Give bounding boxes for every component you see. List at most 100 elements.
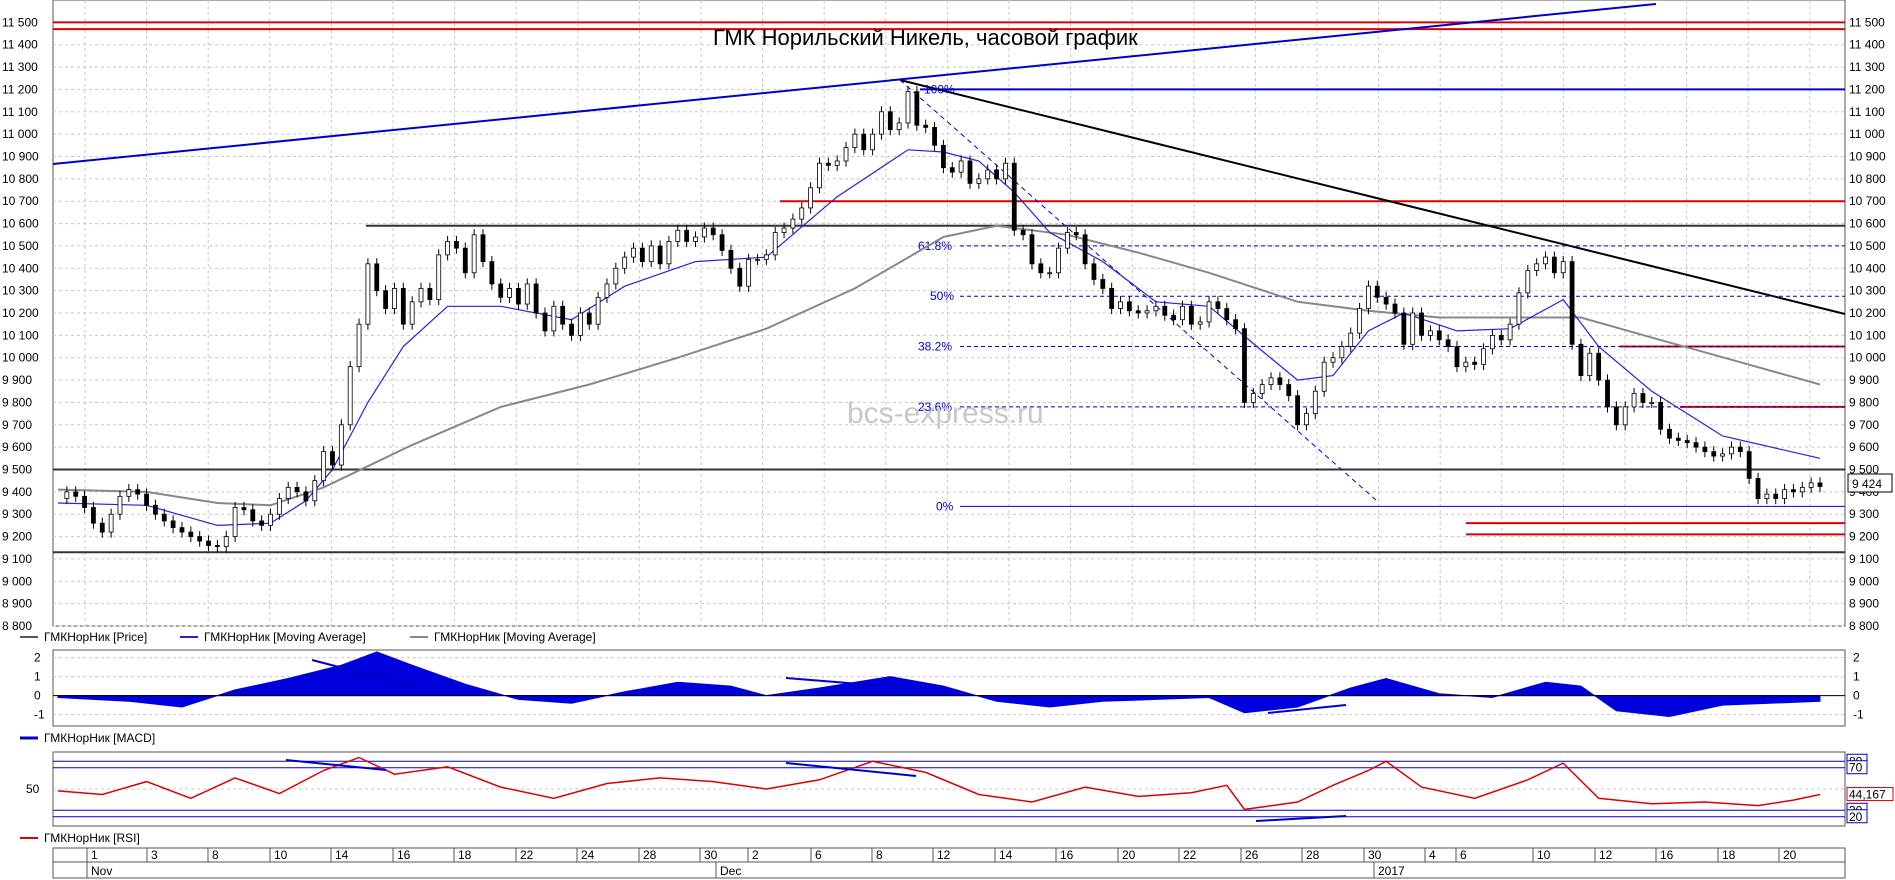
price-candle-body — [755, 258, 760, 261]
price-candle-body — [108, 513, 114, 533]
price-candle-body — [684, 229, 690, 242]
x-axis-day-label: 16 — [1060, 848, 1074, 862]
price-candle-body — [1135, 310, 1141, 314]
price-y-tick-left: 9 900 — [2, 373, 32, 387]
price-candle-body — [569, 323, 574, 336]
price-y-tick-left: 11 200 — [2, 82, 38, 96]
price-candle-body — [1357, 308, 1362, 334]
price-candle-body — [578, 312, 583, 336]
price-candle-body — [1693, 442, 1699, 448]
rsi-divergence-lines — [285, 759, 1347, 822]
price-candle-body — [1596, 352, 1602, 381]
price-y-tick-right: 8 900 — [1849, 597, 1879, 611]
price-y-tick-left: 11 500 — [2, 15, 38, 29]
price-candle-body — [1082, 234, 1088, 265]
price-candle-body — [170, 520, 176, 529]
price-candle-body — [418, 288, 424, 303]
price-candle-body — [427, 288, 433, 300]
price-candle-body — [1436, 330, 1442, 341]
price-candle-body — [586, 312, 592, 325]
price-legend: ГМКНорНик [Price] ГМКНорНик [Moving Avera… — [20, 630, 596, 644]
price-candle-body — [560, 305, 566, 325]
price-candle-body — [1118, 301, 1123, 309]
price-candle-body — [808, 187, 814, 209]
price-candle-body — [976, 178, 982, 184]
price-candle-body — [825, 162, 831, 166]
price-candle-body — [622, 256, 628, 269]
price-y-tick-left: 11 100 — [2, 105, 38, 119]
macd-panel: 2 2 1 1 0 0 -1 -1 ГМКНорНик [MACD] — [20, 649, 1864, 745]
price-candle-body — [1631, 393, 1637, 408]
x-axis-day-label: 30 — [704, 848, 718, 862]
price-y-tick-right: 10 000 — [1849, 351, 1886, 365]
price-candle-body — [1799, 486, 1805, 493]
x-axis-day-label: 6 — [815, 848, 822, 862]
price-candle-body — [879, 111, 884, 135]
macd-y-axis: 2 2 1 1 0 0 -1 -1 — [34, 651, 1864, 722]
price-candle-body — [1162, 305, 1168, 316]
price-candle-body — [1383, 296, 1389, 305]
price-candle-body — [1543, 256, 1548, 265]
price-candle-body — [1737, 446, 1743, 453]
price-candle-body — [1463, 361, 1469, 368]
price-candle-body — [144, 493, 149, 506]
macd-legend-entry: ГМКНорНик [MACD] — [44, 731, 155, 745]
price-candle-body — [1064, 232, 1070, 249]
price-candle-body — [1419, 312, 1424, 336]
x-axis-day-label: 12 — [1599, 848, 1613, 862]
price-candle-body — [613, 267, 619, 285]
price-candle-body — [896, 122, 902, 131]
fib-level-label: 0% — [936, 499, 954, 513]
trendlines — [52, 3, 1846, 501]
x-axis-day-label: 12 — [937, 848, 951, 862]
price-candle-body — [1224, 308, 1230, 321]
price-y-tick-left: 10 000 — [2, 351, 39, 365]
price-candle-body — [179, 527, 185, 533]
price-candle-body — [1605, 379, 1610, 408]
price-candle-body — [91, 507, 96, 524]
x-axis-day-label: 4 — [1429, 848, 1436, 862]
price-candle-body — [1481, 348, 1486, 365]
price-candle-body — [285, 486, 291, 499]
price-candle-body — [843, 147, 849, 162]
price-candle-body — [870, 133, 875, 151]
price-candle-body — [1126, 301, 1132, 312]
price-candle-body — [1658, 402, 1664, 430]
x-axis-day-label: 10 — [274, 848, 288, 862]
price-candle-body — [241, 507, 247, 511]
price-y-tick-right: 11 400 — [1849, 38, 1885, 52]
x-axis-day-label: 22 — [1183, 848, 1197, 862]
price-candle-body — [1401, 312, 1407, 345]
price-candle-body — [1746, 451, 1752, 479]
price-y-tick-left: 9 300 — [2, 507, 32, 521]
macd-legend: ГМКНорНик [MACD] — [20, 731, 155, 745]
x-axis-day-label: 26 — [1245, 848, 1259, 862]
price-candle-body — [1764, 493, 1770, 499]
price-candle-body — [1534, 263, 1540, 271]
x-axis-month-label: 2017 — [1378, 864, 1405, 878]
price-legend-entry: ГМКНорНик [Moving Average] — [204, 630, 366, 644]
price-candle-body — [958, 160, 964, 173]
x-axis-day-label: 14 — [999, 848, 1013, 862]
price-y-tick-right: 9 000 — [1849, 574, 1879, 588]
price-candle-body — [1339, 346, 1345, 359]
price-candle-body — [1720, 453, 1726, 457]
rsi-right-label-box — [1846, 787, 1894, 802]
rsi-y-tick-left: 50 — [26, 782, 40, 796]
price-candle-body — [1304, 413, 1309, 426]
fibonacci-levels: 100% 61.8% 50% 38.2% 23.6% 0% — [918, 82, 1845, 513]
price-candle-body — [1729, 446, 1734, 455]
price-y-tick-left: 10 900 — [2, 150, 39, 164]
price-candle-body — [595, 296, 601, 325]
price-y-tick-right: 10 900 — [1849, 150, 1886, 164]
price-candle-body — [949, 167, 955, 173]
price-y-tick-right: 9 600 — [1849, 440, 1879, 454]
price-candle-body — [356, 323, 362, 368]
price-y-tick-left: 9 700 — [2, 418, 32, 432]
rsi-right-label: 70 — [1849, 761, 1863, 775]
price-candle-body — [1392, 303, 1398, 314]
x-axis-day-label: 22 — [520, 848, 534, 862]
price-panel: 8 800 8 800 8 900 8 900 9 000 9 000 9 100 9 100… — [2, 0, 1893, 644]
price-candle-body — [1312, 390, 1318, 415]
price-y-tick-left: 9 100 — [2, 552, 32, 566]
